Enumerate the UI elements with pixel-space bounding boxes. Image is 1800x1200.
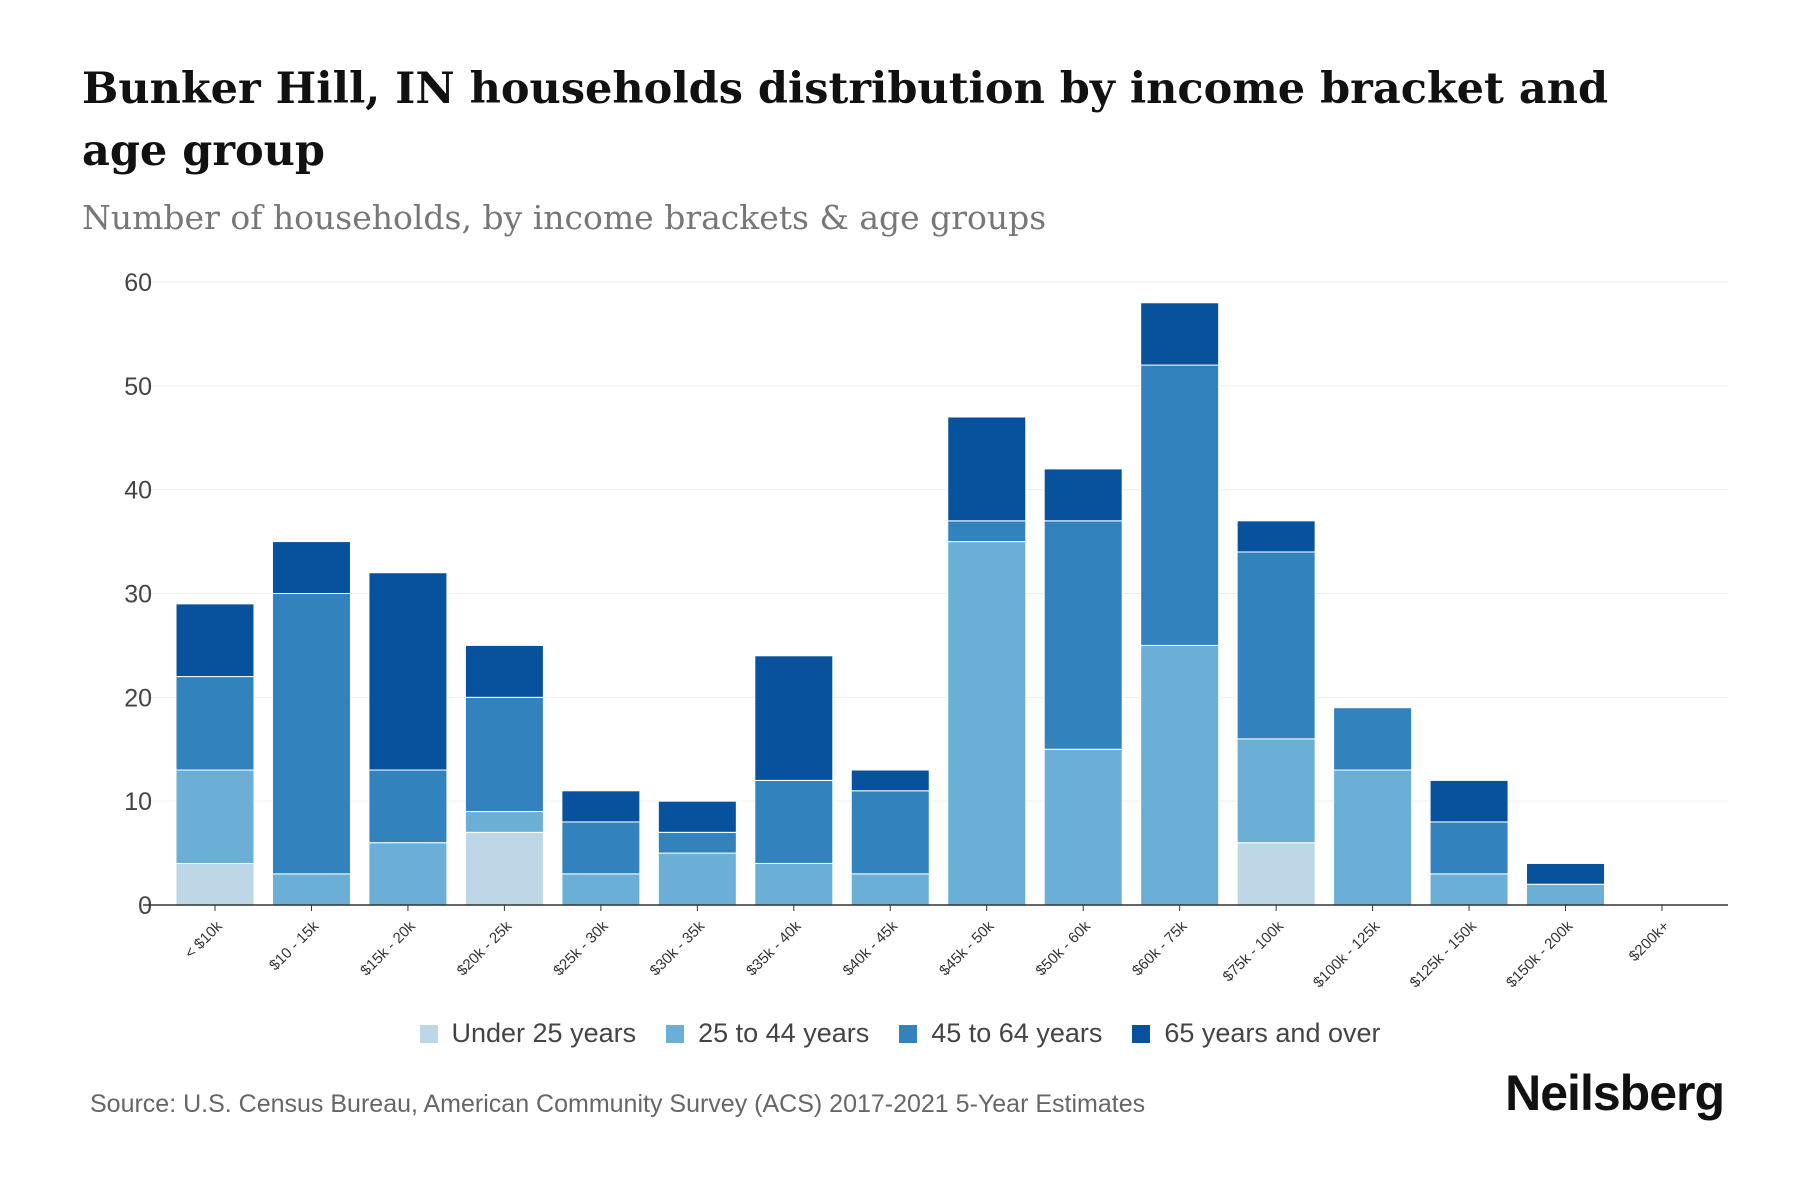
bar-segment	[1140, 302, 1220, 366]
bar-segment	[657, 852, 737, 906]
y-tick-label: 40	[124, 477, 152, 505]
bar-segment	[561, 873, 641, 906]
bar-segment	[1140, 364, 1220, 646]
neilsberg-logo: Neilsberg	[1505, 1065, 1725, 1121]
legend-swatch	[419, 1024, 438, 1043]
bar-segment	[1236, 738, 1316, 844]
bar-segment	[1236, 551, 1316, 740]
legend-label: 65 years and over	[1164, 1018, 1381, 1048]
legend-label: 25 to 44 years	[698, 1018, 870, 1048]
legend-item: 65 years and over	[1132, 1018, 1381, 1049]
legend-swatch	[666, 1024, 685, 1043]
bar-segment	[1526, 883, 1606, 906]
y-tick-label: 0	[138, 892, 152, 920]
legend-item: Under 25 years	[419, 1018, 637, 1049]
bar-segment	[175, 769, 255, 864]
bar-segment	[947, 416, 1027, 522]
bar-segment	[754, 779, 834, 864]
bar-segment	[1333, 769, 1413, 906]
x-tick-label: $10 - 15k	[266, 917, 323, 974]
x-tick-label: $60k - 75k	[1129, 917, 1191, 979]
x-tick-label: $75k - 100k	[1220, 917, 1288, 985]
bar-segment	[368, 842, 448, 906]
bar-segment	[1333, 707, 1413, 771]
bar-segment	[271, 541, 351, 594]
x-tick-label: $150k - 200k	[1503, 917, 1577, 991]
bar-segment	[947, 520, 1027, 543]
x-tick-label: $35k - 40k	[743, 917, 805, 979]
bar-segment	[561, 821, 641, 875]
bar-segment	[657, 800, 737, 833]
bar-segment	[1429, 821, 1509, 875]
x-tick-label: $200k+	[1626, 918, 1673, 965]
legend: Under 25 years 25 to 44 years 45 to 64 yea…	[0, 1018, 1800, 1049]
bar-segment	[850, 873, 930, 906]
source-note: Source: U.S. Census Bureau, American Com…	[90, 1090, 1146, 1118]
bar-segment	[850, 769, 930, 792]
bar-segment	[271, 593, 351, 875]
y-tick-label: 20	[124, 684, 152, 712]
x-tick-label: $125k - 150k	[1407, 917, 1481, 991]
x-tick-label: $30k - 35k	[647, 917, 709, 979]
legend-item: 45 to 64 years	[899, 1018, 1102, 1049]
legend-swatch	[899, 1024, 918, 1043]
legend-label: 45 to 64 years	[931, 1018, 1103, 1048]
bar-segment	[850, 790, 930, 875]
y-tick-label: 60	[124, 269, 152, 297]
stacked-bar-chart: 0 10 20 30 40 50 60 < $10k $10 - 15k $15k - 20k $2…	[124, 269, 1728, 991]
bar-segment	[1236, 842, 1316, 906]
chart-subtitle: Number of households, by income brackets…	[82, 198, 1047, 237]
bar-segment	[1236, 520, 1316, 553]
bar-segment	[561, 790, 641, 823]
legend-item: 25 to 44 years	[666, 1018, 869, 1049]
legend-label: Under 25 years	[451, 1018, 637, 1048]
x-tick-label: < $10k	[182, 917, 227, 962]
bar-segment	[1429, 873, 1509, 906]
x-tick-label: $45k - 50k	[936, 917, 998, 979]
x-tick-label: $100k - 125k	[1310, 917, 1384, 991]
bar-segment	[175, 603, 255, 678]
bar-segment	[754, 862, 834, 906]
y-tick-label: 50	[124, 373, 152, 401]
bar-segment	[464, 811, 544, 833]
x-tick-label: $15k - 20k	[357, 917, 419, 979]
bar-segment	[368, 769, 448, 844]
bar-segment	[1043, 748, 1123, 906]
bar-segment	[1043, 520, 1123, 750]
y-tick-label: 30	[124, 581, 152, 609]
bar-segment	[754, 655, 834, 781]
x-tick-label: $20k - 25k	[454, 917, 516, 979]
legend-swatch	[1132, 1024, 1151, 1043]
bar-segment	[1140, 644, 1220, 906]
bar-segment	[1526, 862, 1606, 885]
bar-segment	[464, 696, 544, 813]
chart-title: Bunker Hill, IN households distribution …	[82, 64, 1609, 176]
bar-segment	[1429, 779, 1509, 823]
bar-segment	[464, 831, 544, 906]
bar-segment	[947, 541, 1027, 906]
bar-segment	[368, 572, 448, 771]
bar-segment	[657, 831, 737, 854]
bar-segment	[1043, 468, 1123, 522]
bar-segment	[271, 873, 351, 906]
x-tick-label: $25k - 30k	[550, 917, 612, 979]
bar-segment	[464, 644, 544, 698]
x-tick-label: $50k - 60k	[1032, 917, 1094, 979]
y-tick-label: 10	[124, 788, 152, 816]
bar-segment	[175, 676, 255, 771]
bar-segment	[175, 862, 255, 906]
x-tick-label: $40k - 45k	[840, 917, 902, 979]
